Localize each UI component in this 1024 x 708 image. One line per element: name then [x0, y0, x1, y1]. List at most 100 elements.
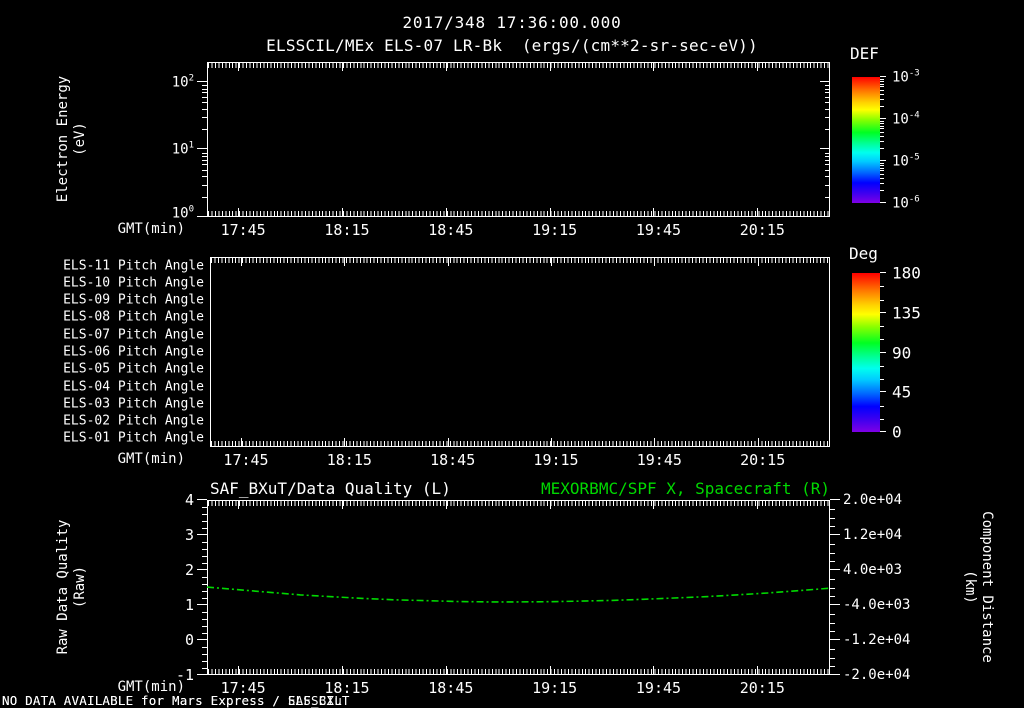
y-minor-tick [825, 108, 830, 110]
quality-panel-title-left: SAF_BXuT/Data Quality (L) [210, 479, 451, 498]
x-major-tick [445, 208, 447, 217]
quality-panel-bottom-minor-ticks [208, 669, 829, 674]
y-minor-tick [202, 184, 207, 186]
x-tick-label: 18:15 [326, 451, 372, 469]
x-major-tick [757, 500, 759, 509]
y-major-tick [197, 216, 207, 217]
x-major-tick [238, 500, 240, 509]
distance-y-minor-tick [830, 578, 835, 580]
distance-y-minor-tick [830, 552, 835, 554]
quality-panel [207, 500, 830, 675]
def-colorbar-minor-tick [880, 173, 884, 175]
y-major-tick [820, 216, 830, 217]
pitch-x-axis-label: GMT(min) [117, 451, 185, 467]
x-tick-label: 17:45 [220, 679, 266, 697]
deg-colorbar-minor-tick [880, 299, 884, 301]
x-tick-label: 19:15 [533, 451, 579, 469]
deg-colorbar-tick-label: 135 [892, 303, 921, 323]
x-major-tick [653, 500, 655, 509]
pitch-row-label: ELS-03 Pitch Angle [63, 396, 204, 412]
distance-y-tick-label: 2.0e+04 [843, 492, 903, 508]
x-major-tick [344, 438, 346, 447]
y-minor-tick [202, 152, 207, 154]
def-colorbar-tick-label: 10-5 [892, 152, 920, 170]
distance-y-major-tick [830, 569, 840, 570]
pitch-panel-top-minor-ticks [211, 258, 829, 263]
y-minor-tick [825, 156, 830, 158]
def-colorbar-minor-tick [880, 182, 884, 184]
deg-colorbar-tick-label: 90 [892, 343, 912, 362]
y-minor-tick [202, 117, 207, 119]
exponent: -3 [908, 68, 920, 79]
x-major-tick [241, 438, 242, 447]
distance-y-tick-label: 1.2e+04 [843, 527, 903, 543]
deg-colorbar-major-tick [880, 272, 886, 273]
def-colorbar-minor-tick [880, 190, 884, 192]
x-major-tick [341, 208, 343, 217]
energy-y-tick-label: 101 [171, 140, 194, 158]
energy-y-tick-label: 100 [171, 204, 194, 222]
y-minor-tick [202, 542, 207, 543]
y-minor-tick [202, 654, 207, 655]
y-major-tick [820, 81, 830, 82]
x-major-tick [549, 666, 551, 675]
y-minor-tick [202, 169, 207, 171]
quality-y-tick-label: -1 [175, 666, 194, 684]
x-major-tick [549, 62, 551, 71]
quality-y-tick-label: 0 [184, 631, 194, 649]
distance-y-minor-tick [830, 631, 835, 633]
y-minor-tick [825, 176, 830, 178]
y-minor-tick [202, 102, 207, 104]
def-colorbar-minor-tick [880, 148, 884, 150]
deg-colorbar [852, 273, 880, 432]
x-major-tick [654, 257, 656, 266]
y-minor-tick [825, 184, 830, 186]
y-major-tick [197, 534, 207, 535]
def-colorbar-minor-tick [880, 78, 884, 80]
y-minor-tick [202, 626, 207, 627]
y-minor-tick [202, 619, 207, 620]
x-tick-label: 20:15 [739, 679, 785, 697]
deg-colorbar-tick-label: 180 [892, 263, 921, 283]
x-tick-label: 20:15 [740, 451, 786, 469]
y-major-tick [197, 639, 207, 640]
def-colorbar-minor-tick [880, 165, 884, 167]
def-colorbar-minor-tick [880, 177, 884, 179]
x-major-tick [653, 666, 655, 675]
def-colorbar-major-tick [880, 76, 886, 77]
def-colorbar-minor-tick [880, 98, 884, 100]
y-minor-tick [825, 196, 830, 198]
distance-y-minor-tick [830, 526, 835, 528]
quality-y-tick-label: 2 [184, 561, 194, 579]
exponent: 2 [188, 73, 194, 84]
y-minor-tick [202, 176, 207, 178]
x-major-tick [549, 208, 551, 217]
x-major-tick [241, 257, 242, 266]
pitch-row-label: ELS-02 Pitch Angle [63, 413, 204, 429]
y-minor-tick [202, 108, 207, 110]
distance-y-tick-label: -2.0e+04 [843, 667, 911, 683]
def-colorbar-minor-tick [880, 83, 884, 85]
y-major-tick [197, 499, 207, 500]
y-minor-tick [202, 129, 207, 131]
energy-panel-top-minor-ticks [208, 63, 829, 68]
y-minor-tick [202, 159, 207, 161]
y-major-tick [820, 148, 830, 149]
def-colorbar-minor-tick [880, 123, 884, 125]
y-minor-tick [202, 528, 207, 529]
spacecraft-distance-line [206, 586, 831, 603]
deg-colorbar-minor-tick [880, 326, 884, 327]
deg-colorbar-major-tick [880, 351, 886, 353]
def-colorbar-tick-label: 10-6 [892, 194, 920, 212]
pitch-row-label: ELS-10 Pitch Angle [63, 275, 204, 291]
deg-colorbar-minor-tick [880, 405, 884, 407]
y-minor-tick [825, 152, 830, 154]
def-colorbar-tick-label: 10-4 [892, 110, 920, 128]
pitch-row-label: ELS-01 Pitch Angle [63, 430, 204, 446]
energy-panel-bottom-minor-ticks [208, 211, 829, 216]
quality-y-tick-label: 1 [184, 596, 194, 614]
distance-y-minor-tick [830, 666, 835, 668]
y-minor-tick [202, 556, 207, 557]
energy-y-tick-label: 102 [171, 73, 194, 91]
